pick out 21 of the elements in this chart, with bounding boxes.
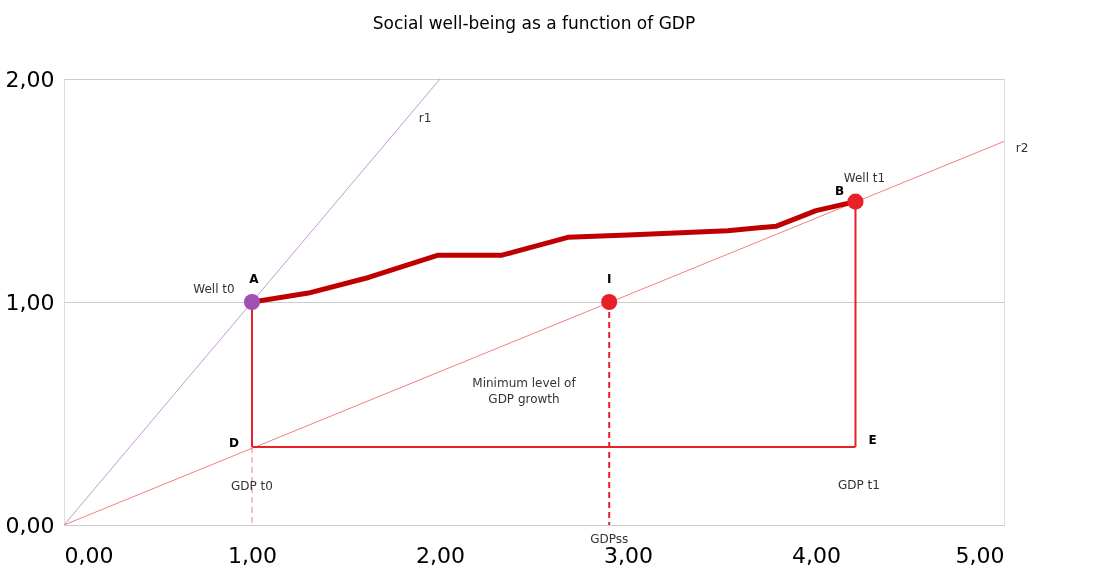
x-tick-label: 0,00 xyxy=(64,542,114,568)
annotation: r2 xyxy=(1015,141,1029,156)
annotation: GDP t0 xyxy=(231,479,273,493)
annotation: Minimum level of GDP growth xyxy=(472,376,577,406)
y-tick-label: 1,00 xyxy=(5,289,55,315)
chart-title: Social well-being as a function of GDP xyxy=(372,13,696,33)
annotation: r1 xyxy=(418,111,432,125)
annotation: Well t1 xyxy=(843,170,886,185)
annotation: A xyxy=(249,272,260,286)
annotation: B xyxy=(834,183,845,198)
annotation: I xyxy=(606,272,612,286)
x-tick-label: 4,00 xyxy=(792,542,841,568)
annotation: GDP t1 xyxy=(838,478,880,492)
x-tick-label: 1,00 xyxy=(228,542,277,568)
x-tick-label: 2,00 xyxy=(416,542,465,568)
y-tick-label: 2,00 xyxy=(5,66,55,92)
annotation: Well t0 xyxy=(193,282,235,296)
x-tick-label: 5,00 xyxy=(955,542,1005,568)
y-tick-label: 0,00 xyxy=(5,512,55,538)
annotation: E xyxy=(868,432,877,447)
annotation: D xyxy=(229,435,240,450)
